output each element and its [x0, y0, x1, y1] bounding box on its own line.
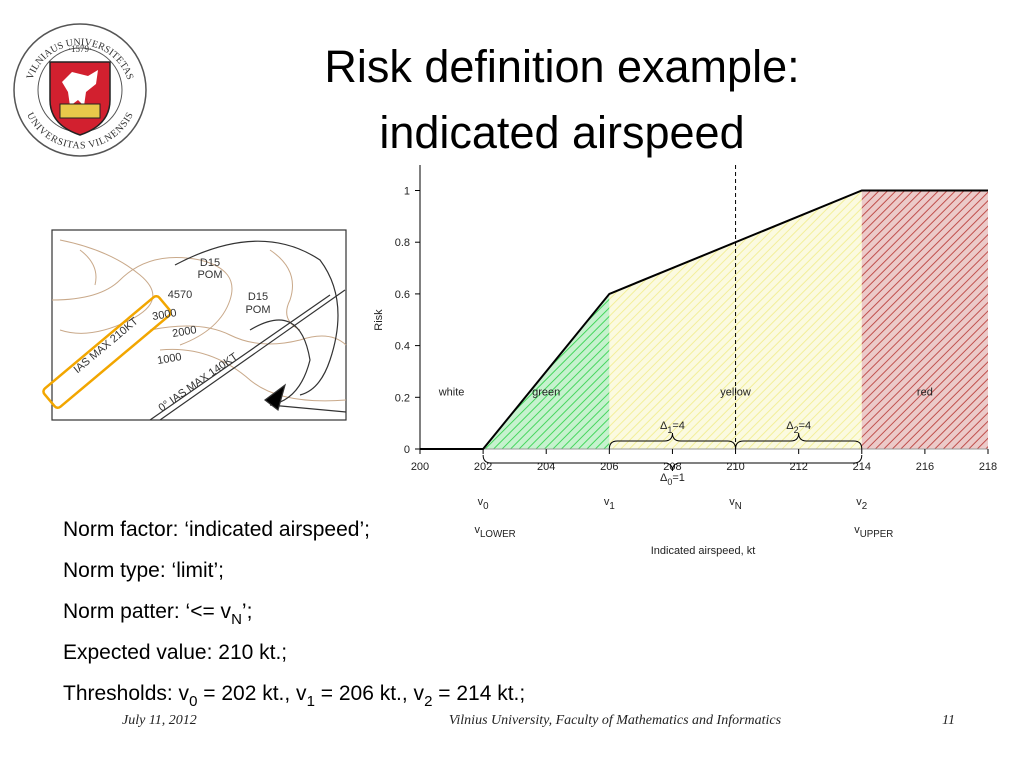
y-axis-label: Risk: [373, 309, 385, 331]
bullet: Norm patter: ‘<= vN’;: [63, 600, 252, 628]
x-tick-label: 202: [474, 461, 492, 473]
text-run: Norm type: ‘limit’;: [63, 559, 224, 582]
bullet-list: Norm factor: ‘indicated airspeed’; Norm t…: [63, 518, 525, 710]
subscript: 2: [424, 693, 432, 710]
footer-org: Vilnius University, Faculty of Mathemati…: [449, 713, 782, 728]
title-line: Risk definition example:: [324, 41, 799, 92]
footer-date: July 11, 2012: [122, 713, 197, 728]
subscript: N: [231, 611, 242, 628]
zone-label: green: [532, 386, 560, 398]
y-tick-label: 0.4: [395, 341, 410, 353]
label-sub: 2: [794, 425, 799, 435]
y-tick-label: 0.6: [395, 289, 410, 301]
map-label: POM: [245, 304, 270, 316]
x-tick-label: 212: [789, 461, 807, 473]
annotation: v1: [604, 496, 615, 512]
annotation: Δ1=4: [660, 420, 685, 435]
bullet: Expected value: 210 kt.;: [63, 641, 287, 664]
y-tick-label: 0.8: [395, 237, 410, 249]
page-number: 11: [942, 713, 955, 728]
x-axis-label: Indicated airspeed, kt: [651, 545, 756, 557]
zone-label: red: [917, 386, 933, 398]
label-base: Δ: [786, 420, 794, 432]
text-run: = 202 kt., v: [197, 682, 307, 705]
zone: [861, 190, 988, 449]
label-sub: 0: [667, 477, 672, 487]
x-tick-label: 214: [853, 461, 871, 473]
map-label: POM: [197, 269, 222, 281]
map-label: 4570: [168, 289, 192, 301]
subscript: 1: [307, 693, 315, 710]
label-sub: 2: [862, 501, 867, 512]
label-base: v: [474, 524, 480, 536]
bullet: Norm factor: ‘indicated airspeed’;: [63, 518, 370, 541]
text-run: Thresholds: v: [63, 682, 190, 705]
logo-year: ·1579·: [68, 44, 92, 54]
brace: [482, 454, 863, 472]
zone: [420, 190, 484, 449]
label-sub: 0: [483, 501, 489, 512]
bullet: Thresholds: v0 = 202 kt., v1 = 206 kt., …: [63, 682, 525, 710]
text-run: Expected value: 210 kt.;: [63, 641, 287, 664]
annotation: vN: [729, 496, 742, 512]
annotation: Δ2=4: [786, 420, 811, 435]
label-base: Δ: [660, 420, 668, 432]
y-tick-label: 0.2: [395, 392, 410, 404]
y-tick-label: 1: [404, 186, 410, 198]
label-base: v: [478, 496, 484, 508]
label-base: v: [854, 524, 860, 536]
y-tick-label: 0: [404, 444, 410, 456]
zone-label: white: [438, 386, 465, 398]
label-sub: N: [735, 501, 742, 512]
x-tick-label: 216: [916, 461, 934, 473]
label-base: v: [729, 496, 735, 508]
annotation: v0: [478, 496, 490, 512]
text-run: = 214 kt.;: [432, 682, 525, 705]
map-label: 3000: [151, 307, 177, 323]
label-sub: LOWER: [480, 529, 516, 540]
map-label: D15: [200, 257, 220, 269]
map-label: 1000: [156, 351, 182, 367]
bullet: Norm type: ‘limit’;: [63, 559, 224, 582]
text-run: Norm patter: ‘<= v: [63, 600, 232, 623]
brace: [608, 432, 737, 450]
map-label: 2000: [171, 324, 197, 340]
label-sub: UPPER: [860, 529, 894, 540]
logo: VILNIAUS UNIVERSITETAS ·1579· UNIVERSITA…: [13, 23, 147, 157]
annotation: vLOWER: [474, 524, 515, 540]
label-sub: 1: [667, 425, 672, 435]
brace: [735, 432, 863, 450]
subscript: 0: [189, 693, 197, 710]
label-rest: =1: [672, 472, 685, 484]
text-run: = 206 kt., v: [315, 682, 425, 705]
annotation: v2: [856, 496, 867, 512]
label-sub: 1: [609, 501, 614, 512]
x-tick-label: 218: [979, 461, 997, 473]
x-tick-label: 200: [411, 461, 429, 473]
x-tick-label: 206: [600, 461, 618, 473]
title-line: indicated airspeed: [379, 107, 744, 158]
label-rest: =4: [799, 420, 812, 432]
x-tick-label: 210: [726, 461, 744, 473]
annotation: Δ0=1: [660, 472, 685, 487]
zone: [483, 190, 610, 449]
map-label: D15: [248, 291, 268, 303]
label-base: v: [856, 496, 862, 508]
label-base: v: [604, 496, 610, 508]
annotation: vUPPER: [854, 524, 893, 540]
risk-line: [420, 189, 988, 450]
text-run: ’;: [242, 600, 253, 623]
label-base: Δ: [660, 472, 668, 484]
label-rest: =4: [672, 420, 685, 432]
text-run: Norm factor: ‘indicated airspeed’;: [63, 518, 370, 541]
x-tick-label: 204: [537, 461, 555, 473]
